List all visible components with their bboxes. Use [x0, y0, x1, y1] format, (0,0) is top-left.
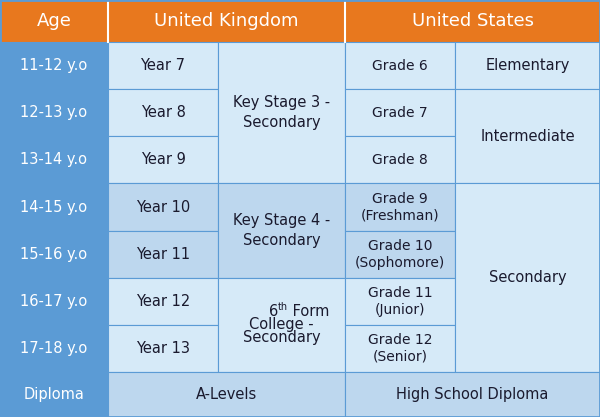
Text: 12-13 y.o: 12-13 y.o [20, 105, 88, 120]
Bar [218, 183, 345, 278]
Bar [345, 0, 600, 42]
Bar [0, 42, 108, 89]
Text: Form: Form [287, 304, 329, 319]
Text: United States: United States [412, 12, 533, 30]
Bar [455, 183, 600, 372]
Bar [345, 231, 455, 278]
Text: 14-15 y.o: 14-15 y.o [20, 199, 88, 214]
Text: Year 9: Year 9 [140, 152, 185, 167]
Text: Intermediate: Intermediate [480, 129, 575, 144]
Bar [0, 89, 108, 136]
Text: Year 10: Year 10 [136, 199, 190, 214]
Text: Diploma: Diploma [23, 387, 85, 402]
Text: Grade 6: Grade 6 [372, 58, 428, 73]
Bar [345, 89, 455, 136]
Bar [455, 89, 600, 183]
Bar [0, 278, 108, 325]
Bar [108, 231, 218, 278]
Text: Age: Age [37, 12, 71, 30]
Text: United Kingdom: United Kingdom [154, 12, 299, 30]
Text: Grade 12
(Senior): Grade 12 (Senior) [368, 333, 432, 364]
Text: Grade 11
(Junior): Grade 11 (Junior) [368, 286, 433, 317]
Bar [108, 278, 218, 325]
Text: Secondary: Secondary [488, 270, 566, 285]
Text: 11-12 y.o: 11-12 y.o [20, 58, 88, 73]
Bar [345, 372, 600, 417]
Bar [0, 231, 108, 278]
Bar [0, 183, 108, 231]
Text: 15-16 y.o: 15-16 y.o [20, 246, 88, 261]
Bar [0, 136, 108, 183]
Text: 17-18 y.o: 17-18 y.o [20, 341, 88, 356]
Text: Year 8: Year 8 [140, 105, 185, 120]
Bar [345, 325, 455, 372]
Bar [0, 372, 108, 417]
Text: Secondary: Secondary [242, 330, 320, 345]
Bar [345, 183, 455, 231]
Text: th: th [277, 302, 287, 312]
Text: Year 11: Year 11 [136, 246, 190, 261]
Bar [345, 42, 455, 89]
Text: Grade 9
(Freshman): Grade 9 (Freshman) [361, 192, 439, 222]
Bar [0, 325, 108, 372]
Text: Grade 8: Grade 8 [372, 153, 428, 167]
Text: Year 12: Year 12 [136, 294, 190, 309]
Text: Key Stage 3 -
Secondary: Key Stage 3 - Secondary [233, 95, 330, 130]
Text: 16-17 y.o: 16-17 y.o [20, 294, 88, 309]
Text: 13-14 y.o: 13-14 y.o [20, 152, 88, 167]
Bar [0, 0, 108, 42]
Text: A-Levels: A-Levels [196, 387, 257, 402]
Text: Grade 7: Grade 7 [372, 106, 428, 120]
Bar [108, 372, 345, 417]
Bar [455, 42, 600, 89]
Bar [108, 136, 218, 183]
Bar [108, 325, 218, 372]
Text: High School Diploma: High School Diploma [397, 387, 548, 402]
Text: Grade 10
(Sophomore): Grade 10 (Sophomore) [355, 239, 445, 269]
Text: Year 7: Year 7 [140, 58, 185, 73]
Text: College -: College - [249, 317, 314, 332]
Bar [108, 183, 218, 231]
Text: 6: 6 [269, 304, 279, 319]
Text: Key Stage 4 -
Secondary: Key Stage 4 - Secondary [233, 213, 330, 248]
Bar [218, 278, 345, 372]
Text: Elementary: Elementary [485, 58, 569, 73]
Bar [108, 42, 218, 89]
Text: Year 13: Year 13 [136, 341, 190, 356]
Bar [218, 42, 345, 183]
Bar [108, 0, 345, 42]
Bar [345, 278, 455, 325]
Bar [345, 136, 455, 183]
Bar [108, 89, 218, 136]
